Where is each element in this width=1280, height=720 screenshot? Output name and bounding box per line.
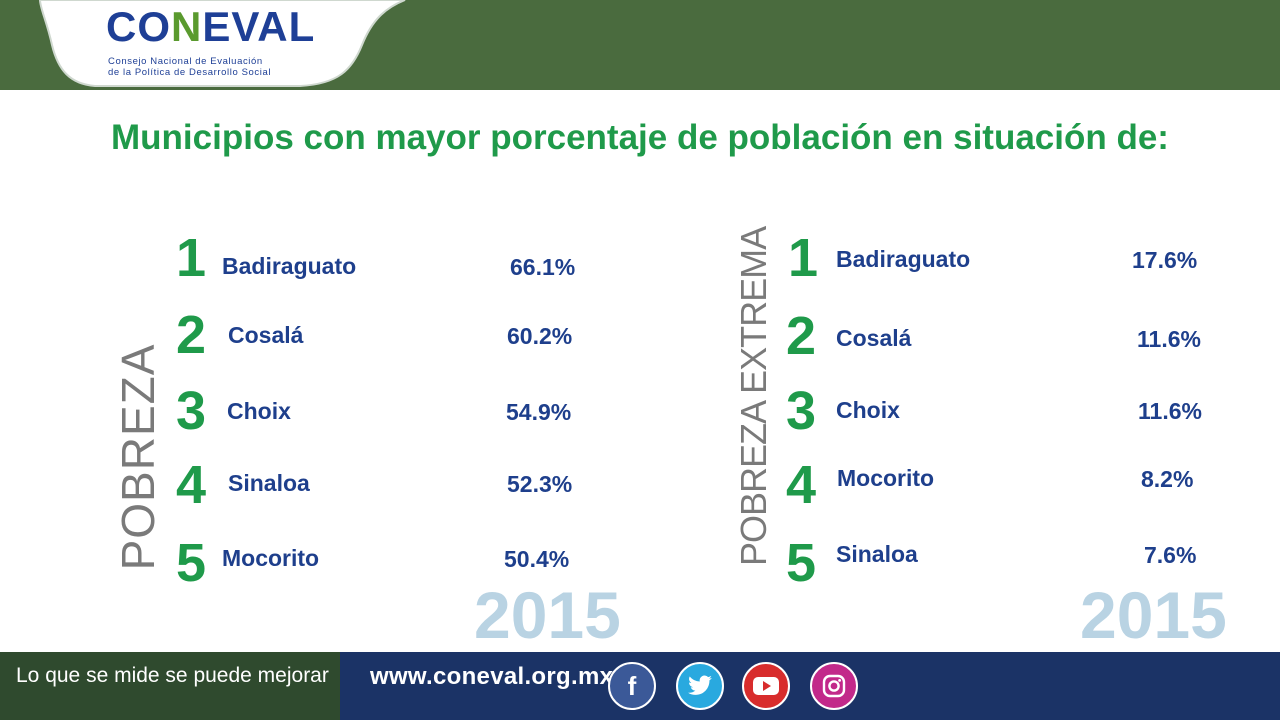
pobreza-value-5: 50.4%: [504, 546, 570, 572]
extrema-rank-2: 2: [786, 306, 817, 366]
extrema-value-3: 11.6%: [1138, 398, 1202, 424]
extrema-rank-3: 3: [786, 381, 817, 441]
extrema-name-2: Cosalá: [836, 325, 912, 351]
pobreza-rank-3: 3: [176, 381, 207, 441]
twitter-bird-glyph: [688, 675, 712, 695]
extrema-name-4: Mocorito: [837, 465, 935, 491]
pobreza-name-3: Choix: [227, 398, 291, 424]
website-link[interactable]: www.coneval.org.mx: [370, 663, 614, 690]
pobreza-year: 2015: [474, 578, 621, 652]
extrema-name-3: Choix: [836, 397, 900, 423]
logo-subtitle-line2: de la Política de Desarrollo Social: [108, 67, 272, 78]
pobreza-extrema-label: POBREZA EXTREMA: [733, 226, 774, 566]
footer-bar: Lo que se mide se puede mejorar www.cone…: [0, 652, 1280, 720]
pobreza-value-2: 60.2%: [507, 323, 573, 349]
twitter-icon[interactable]: [676, 662, 724, 710]
logo-panel: [38, 0, 406, 87]
extrema-value-2: 11.6%: [1137, 326, 1201, 352]
pobreza-rank-2: 2: [176, 305, 207, 365]
facebook-icon[interactable]: f: [608, 662, 656, 710]
extrema-value-5: 7.6%: [1144, 542, 1197, 568]
youtube-play-glyph: [753, 677, 779, 695]
pobreza-label: POBREZA: [112, 343, 164, 571]
slogan: Lo que se mide se puede mejorar: [16, 664, 329, 687]
pobreza-name-5: Mocorito: [222, 545, 320, 571]
instagram-camera-glyph: [822, 674, 846, 698]
extrema-value-4: 8.2%: [1141, 466, 1194, 492]
extrema-name-5: Sinaloa: [836, 541, 918, 567]
extrema-name-1: Badiraguato: [836, 246, 971, 272]
instagram-icon[interactable]: [810, 662, 858, 710]
pobreza-value-1: 66.1%: [510, 254, 576, 280]
extrema-year: 2015: [1080, 578, 1227, 652]
pobreza-value-4: 52.3%: [507, 471, 573, 497]
pobreza-name-4: Sinaloa: [228, 470, 310, 496]
extrema-value-1: 17.6%: [1132, 247, 1198, 273]
footer-slogan-panel: Lo que se mide se puede mejorar: [0, 652, 340, 720]
extrema-rank-1: 1: [788, 228, 819, 288]
extrema-rank-4: 4: [786, 455, 817, 515]
pobreza-rank-4: 4: [176, 455, 207, 515]
slide-title: Municipios con mayor porcentaje de pobla…: [111, 118, 1169, 157]
extrema-rank-5: 5: [786, 533, 817, 593]
pobreza-name-1: Badiraguato: [222, 253, 357, 279]
pobreza-rank-5: 5: [176, 533, 207, 593]
youtube-icon[interactable]: [742, 662, 790, 710]
coneval-logo[interactable]: CONEVAL Consejo Nacional de Evaluación d…: [106, 4, 314, 84]
pobreza-rank-1: 1: [176, 228, 207, 288]
pobreza-name-2: Cosalá: [228, 322, 304, 348]
logo-wordmark: CONEVAL: [106, 3, 316, 50]
pobreza-value-3: 54.9%: [506, 399, 572, 425]
logo-subtitle-line1: Consejo Nacional de Evaluación: [108, 56, 263, 67]
logo-subtitle: Consejo Nacional de Evaluación de la Pol…: [108, 56, 271, 78]
